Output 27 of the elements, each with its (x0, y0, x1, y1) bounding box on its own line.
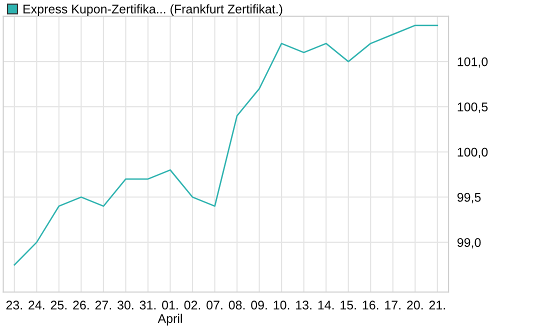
x-tick-label: 25. (50, 300, 66, 310)
x-tick-label: 14. (318, 300, 334, 310)
x-tick-label: 08. (228, 300, 245, 310)
x-tick-label: 16. (362, 300, 378, 310)
x-tick-label: 21. (429, 300, 445, 310)
x-tick-label: 20. (407, 300, 423, 310)
x-tick-label: 17. (385, 300, 400, 310)
x-tick-label: 09. (251, 300, 267, 310)
x-tick-label: 10. (274, 300, 290, 310)
x-tick-label: 15. (340, 300, 356, 310)
y-tick-label: 100,0 (458, 148, 488, 158)
x-tick-label: 24. (28, 300, 44, 310)
y-tick-label: 101,0 (458, 57, 488, 68)
x-tick-label: 02. (184, 300, 200, 310)
y-tick-label: 100,5 (458, 102, 488, 113)
line-series (14, 24, 438, 266)
x-tick-label: 07. (206, 300, 222, 310)
x-tick-label: 31. (140, 300, 156, 310)
x-tick-label: 23. (6, 300, 22, 310)
x-tick-label: 26. (73, 300, 89, 310)
x-tick-label: 13. (296, 300, 312, 310)
y-tick-label: 99,5 (457, 192, 481, 204)
legend-label: Express Kupon-Zertifika... (Frankfurt Zertifikat.) (24, 4, 282, 16)
x-tick-label: 30. (118, 300, 134, 310)
y-tick-label: 99,0 (457, 238, 481, 248)
x-tick-label: 27. (95, 300, 112, 310)
x-tick-label: 01. April (158, 300, 182, 326)
